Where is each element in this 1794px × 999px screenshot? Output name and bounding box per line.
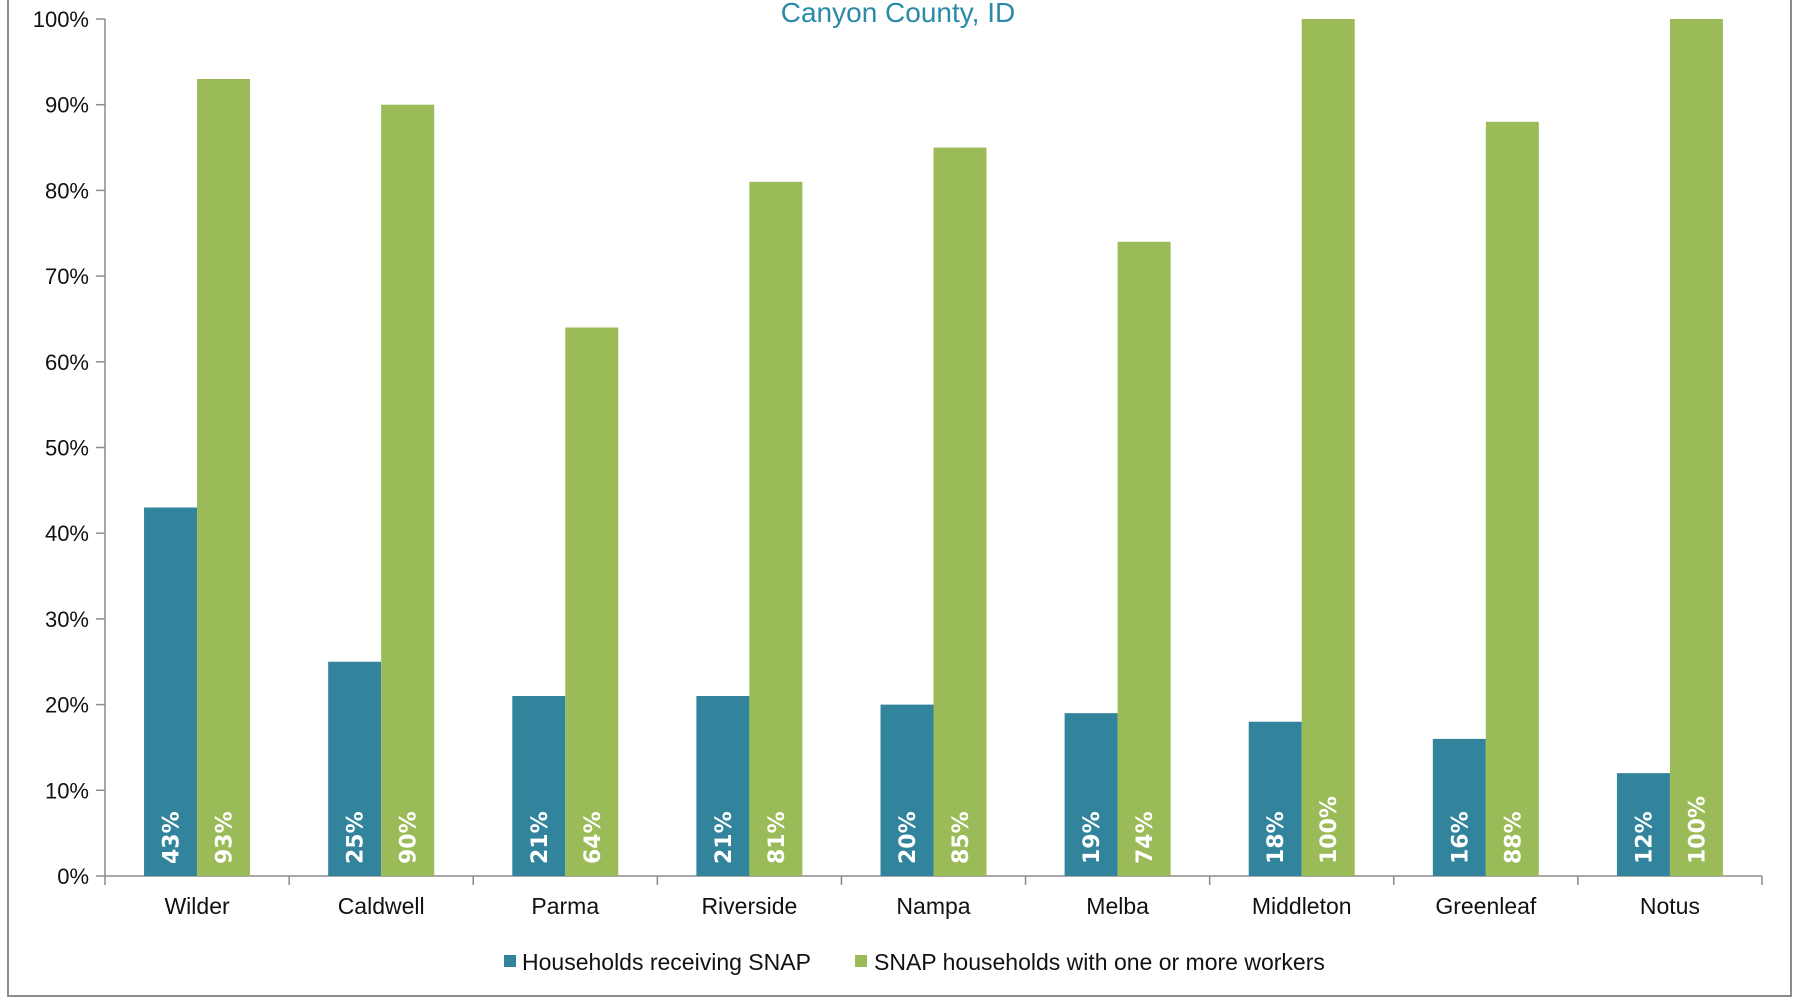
data-label: 93%	[213, 811, 238, 864]
data-label: 20%	[896, 811, 921, 864]
y-tick-label: 10%	[45, 778, 89, 803]
y-tick-label: 20%	[45, 693, 89, 718]
chart-frame	[7, 0, 1792, 997]
bars: 43% 93% 25% 90% 21% 64% 21% 81% 20% 85% 19% 74% 18% 1…	[144, 19, 1723, 877]
legend-label: Households receiving SNAP	[522, 949, 811, 975]
legend-swatch	[504, 955, 516, 967]
chart-title: Canyon County, ID	[781, 0, 1016, 28]
legend-label: SNAP households with one or more workers	[874, 949, 1325, 975]
bar	[880, 704, 934, 876]
x-tick-label: Nampa	[896, 893, 970, 919]
bar	[1485, 121, 1539, 877]
legend: Households receiving SNAP SNAP households…	[504, 949, 1325, 975]
bar	[1117, 241, 1171, 876]
y-tick-label: 80%	[45, 178, 89, 203]
data-label: 88%	[1501, 811, 1526, 864]
y-tick-label: 40%	[45, 521, 89, 546]
x-tick-label: Greenleaf	[1435, 893, 1537, 919]
bar	[1248, 721, 1302, 876]
data-label: 25%	[344, 811, 369, 864]
x-tick-label: Middleton	[1252, 893, 1352, 919]
data-label: 100%	[1685, 796, 1710, 864]
bar	[328, 661, 382, 876]
bar	[1669, 19, 1723, 876]
data-label: 21%	[712, 811, 737, 864]
data-label: 21%	[528, 811, 553, 864]
y-tick-label: 0%	[57, 864, 89, 889]
bar	[197, 78, 251, 877]
bar	[696, 696, 750, 876]
bar	[749, 181, 803, 876]
x-axis: Wilder Caldwell Parma Riverside Nampa Melba Mi…	[104, 875, 1763, 919]
bar	[1616, 773, 1670, 876]
x-tick-label: Parma	[531, 893, 599, 919]
data-label: 18%	[1264, 811, 1289, 864]
bar	[512, 696, 566, 876]
y-tick-label: 60%	[45, 350, 89, 375]
y-tick-label: 100%	[33, 7, 89, 32]
data-label: 64%	[581, 811, 606, 864]
x-tick-label: Notus	[1640, 893, 1700, 919]
x-tick-label: Melba	[1086, 893, 1149, 919]
y-axis: 0% 10% 20% 30% 40% 50% 60% 70% 80% 90% 100%	[33, 7, 106, 889]
bar	[565, 327, 619, 876]
x-tick-label: Riverside	[701, 893, 797, 919]
x-tick-label: Wilder	[164, 893, 230, 919]
legend-swatch	[855, 955, 867, 967]
y-tick-label: 70%	[45, 264, 89, 289]
data-label: 74%	[1133, 811, 1158, 864]
y-tick-label: 30%	[45, 607, 89, 632]
data-label: 43%	[160, 811, 185, 864]
y-tick-label: 50%	[45, 436, 89, 461]
data-label: 12%	[1632, 811, 1657, 864]
data-label: 19%	[1080, 811, 1105, 864]
data-label: 81%	[765, 811, 790, 864]
data-label: 90%	[397, 811, 422, 864]
bar	[1432, 738, 1486, 876]
bar	[144, 507, 198, 876]
bar	[1064, 713, 1118, 876]
y-tick-label: 90%	[45, 93, 89, 118]
data-label: 16%	[1448, 811, 1473, 864]
bar	[933, 147, 987, 877]
bar	[381, 104, 435, 876]
x-tick-label: Caldwell	[338, 893, 425, 919]
bar	[1301, 19, 1355, 876]
data-label: 85%	[949, 811, 974, 864]
data-label: 100%	[1317, 796, 1342, 864]
